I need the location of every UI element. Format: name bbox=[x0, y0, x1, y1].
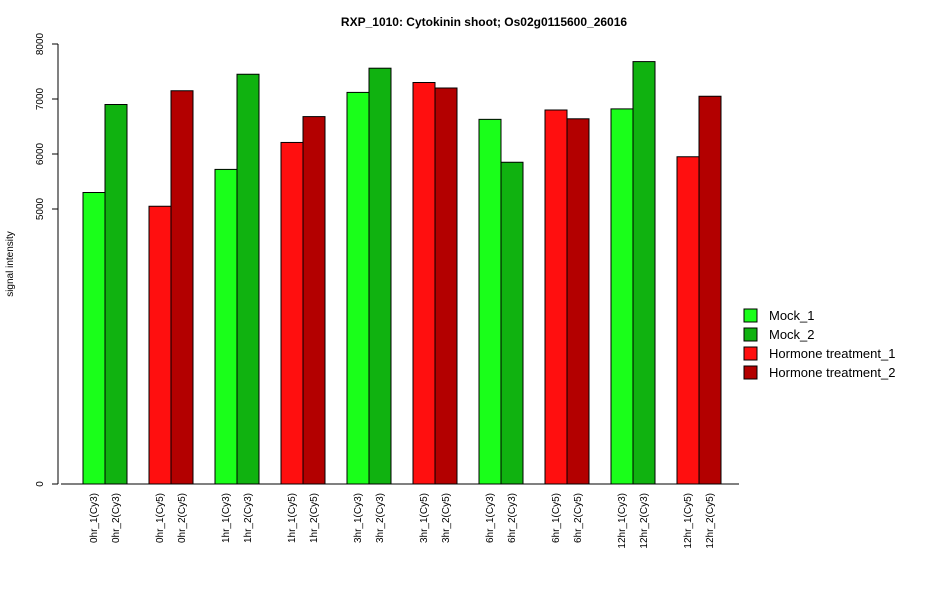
legend: Mock_1 Mock_2 Hormone treatment_1 Hormone t… bbox=[743, 308, 895, 380]
x-tick-label: 12hr_1(Cy3) bbox=[617, 493, 628, 549]
bar bbox=[676, 156, 700, 485]
x-tick-label: 6hr_2(Cy3) bbox=[507, 493, 518, 543]
legend-swatch bbox=[743, 365, 758, 380]
y-tick-label: 8000 bbox=[35, 32, 46, 55]
bar bbox=[434, 87, 458, 485]
bar bbox=[214, 168, 238, 485]
bar bbox=[610, 108, 634, 485]
bar bbox=[302, 116, 326, 485]
legend-swatch bbox=[743, 327, 758, 342]
x-tick-label: 0hr_1(Cy5) bbox=[155, 493, 166, 543]
x-tick-label: 1hr_1(Cy3) bbox=[221, 493, 232, 543]
bar bbox=[698, 95, 722, 485]
bar bbox=[500, 161, 524, 485]
bar bbox=[368, 67, 392, 485]
x-tick-label: 3hr_2(Cy5) bbox=[441, 493, 452, 543]
bar bbox=[478, 118, 502, 485]
bar bbox=[412, 82, 436, 485]
y-tick-label: 6000 bbox=[35, 142, 46, 165]
legend-label: Mock_2 bbox=[769, 327, 815, 342]
y-tick-label: 0 bbox=[35, 481, 46, 487]
x-tick-label: 0hr_2(Cy5) bbox=[177, 493, 188, 543]
legend-swatch bbox=[743, 346, 758, 361]
bar bbox=[280, 141, 304, 485]
y-axis: 0 5000 6000 7000 8000 bbox=[35, 32, 59, 487]
bar bbox=[82, 192, 106, 485]
x-tick-label: 3hr_1(Cy5) bbox=[419, 493, 430, 543]
y-axis-label: signal intensity bbox=[5, 231, 16, 297]
x-tick-label: 1hr_1(Cy5) bbox=[287, 493, 298, 543]
bar bbox=[544, 109, 568, 485]
x-tick-label: 6hr_2(Cy5) bbox=[573, 493, 584, 543]
bar bbox=[104, 104, 128, 485]
x-tick-label: 3hr_1(Cy3) bbox=[353, 493, 364, 543]
legend-label: Mock_1 bbox=[769, 308, 815, 323]
legend-label: Hormone treatment_2 bbox=[769, 365, 895, 380]
y-tick-label: 5000 bbox=[35, 197, 46, 220]
x-tick-label: 3hr_2(Cy3) bbox=[375, 493, 386, 543]
bar bbox=[346, 91, 370, 485]
bar bbox=[632, 61, 656, 485]
x-axis: 0hr_1(Cy3) 0hr_2(Cy3) 0hr_1(Cy5) 0hr_2(Cy5)… bbox=[61, 483, 739, 549]
bar bbox=[566, 118, 590, 485]
bars-group bbox=[82, 61, 722, 485]
x-tick-label: 0hr_2(Cy3) bbox=[111, 493, 122, 543]
legend-label: Hormone treatment_1 bbox=[769, 346, 895, 361]
bar bbox=[170, 90, 194, 485]
x-tick-label: 1hr_2(Cy5) bbox=[309, 493, 320, 543]
bar bbox=[148, 205, 172, 485]
bar bbox=[236, 73, 260, 485]
x-tick-label: 12hr_1(Cy5) bbox=[683, 493, 694, 549]
x-tick-label: 0hr_1(Cy3) bbox=[89, 493, 100, 543]
x-tick-label: 6hr_1(Cy3) bbox=[485, 493, 496, 543]
y-tick-label: 7000 bbox=[35, 87, 46, 110]
x-tick-label: 6hr_1(Cy5) bbox=[551, 493, 562, 543]
x-tick-label: 12hr_2(Cy3) bbox=[639, 493, 650, 549]
x-tick-label: 1hr_2(Cy3) bbox=[243, 493, 254, 543]
x-tick-label: 12hr_2(Cy5) bbox=[705, 493, 716, 549]
chart-title: RXP_1010: Cytokinin shoot; Os02g0115600_… bbox=[341, 15, 627, 29]
legend-swatch bbox=[743, 308, 758, 323]
